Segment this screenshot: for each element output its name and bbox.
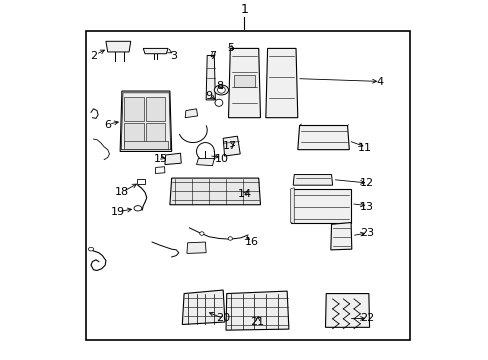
Polygon shape [137, 179, 145, 184]
Ellipse shape [134, 206, 142, 211]
Polygon shape [124, 123, 143, 146]
Polygon shape [164, 153, 181, 165]
Polygon shape [124, 98, 143, 121]
Polygon shape [106, 41, 130, 52]
Ellipse shape [215, 99, 223, 106]
Text: 6: 6 [104, 120, 111, 130]
Text: 3: 3 [170, 50, 177, 60]
Polygon shape [225, 291, 288, 330]
Polygon shape [145, 98, 165, 121]
Text: 15: 15 [154, 154, 168, 163]
Ellipse shape [88, 247, 94, 251]
Text: 12: 12 [359, 179, 373, 188]
Polygon shape [223, 136, 240, 156]
Text: 9: 9 [205, 91, 212, 102]
Text: 13: 13 [359, 202, 373, 212]
Polygon shape [265, 48, 297, 118]
Text: 19: 19 [111, 207, 125, 217]
Polygon shape [155, 167, 164, 174]
Polygon shape [169, 178, 260, 205]
Text: 16: 16 [244, 237, 258, 247]
Polygon shape [297, 126, 348, 150]
Polygon shape [228, 48, 260, 118]
Text: 2: 2 [90, 50, 97, 60]
Polygon shape [233, 75, 255, 87]
Text: 20: 20 [216, 314, 230, 323]
Text: 10: 10 [214, 154, 228, 163]
Text: 8: 8 [216, 81, 223, 91]
Polygon shape [290, 189, 350, 222]
Polygon shape [325, 293, 369, 327]
Ellipse shape [199, 232, 203, 235]
Text: 22: 22 [359, 314, 373, 323]
Polygon shape [182, 290, 224, 324]
Text: 7: 7 [208, 50, 216, 60]
Text: 5: 5 [226, 44, 233, 53]
Bar [86, 31, 409, 340]
Text: 23: 23 [359, 228, 373, 238]
Text: 14: 14 [237, 189, 251, 199]
Ellipse shape [217, 87, 225, 93]
Polygon shape [330, 222, 351, 250]
Text: 4: 4 [375, 77, 382, 87]
Text: 18: 18 [115, 187, 129, 197]
Polygon shape [145, 123, 165, 146]
Text: 17: 17 [223, 141, 237, 151]
Polygon shape [120, 91, 171, 152]
Polygon shape [293, 175, 332, 185]
Polygon shape [186, 242, 206, 253]
Polygon shape [143, 48, 168, 54]
Text: 11: 11 [358, 143, 371, 153]
Text: 21: 21 [249, 317, 264, 327]
Polygon shape [206, 55, 215, 100]
Polygon shape [196, 158, 214, 166]
Polygon shape [185, 109, 197, 118]
Polygon shape [290, 188, 294, 224]
Ellipse shape [214, 85, 228, 95]
Ellipse shape [228, 237, 232, 240]
Text: 1: 1 [240, 4, 248, 17]
Polygon shape [124, 141, 168, 149]
